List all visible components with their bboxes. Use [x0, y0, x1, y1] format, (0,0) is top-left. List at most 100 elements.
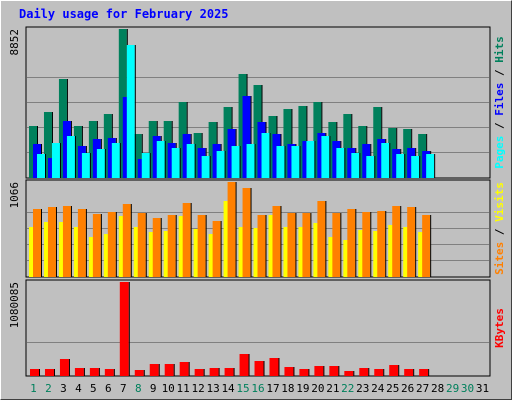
- bar-pages-day-16: [261, 133, 270, 178]
- bar-sites-day-27: [422, 215, 431, 277]
- bar-sites-day-13: [212, 221, 221, 277]
- bar-pages-day-27: [426, 154, 435, 178]
- day-label-9: 9: [150, 382, 157, 395]
- bar-pages-day-12: [201, 156, 210, 178]
- legend-separator: /: [493, 222, 506, 242]
- bar-hits-day-22: [343, 114, 352, 178]
- bar-kbytes-day-9: [149, 364, 159, 376]
- day-label-19: 19: [296, 382, 309, 395]
- bar-pages-day-6: [111, 143, 120, 178]
- day-label-21: 21: [326, 382, 339, 395]
- bar-hits-day-2: [43, 112, 52, 178]
- bar-sites-day-10: [167, 215, 176, 277]
- bar-kbytes-day-15: [239, 354, 249, 376]
- day-label-29: 29: [446, 382, 459, 395]
- bar-hits-day-18: [283, 109, 292, 178]
- legend-pages: Pages: [493, 136, 506, 169]
- bar-pages-day-14: [231, 146, 240, 178]
- panel-2-ymax-label: 1066: [8, 182, 21, 209]
- panel-1-legend: Pages / Files / Hits: [493, 36, 506, 169]
- bar-kbytes-day-22: [344, 371, 354, 376]
- bar-pages-day-5: [96, 149, 105, 178]
- panel-1-ymax-label: 8852: [8, 29, 21, 56]
- bar-pages-day-11: [186, 144, 195, 178]
- bar-sites-day-22: [347, 209, 356, 277]
- bar-pages-day-21: [336, 148, 345, 178]
- bar-pages-day-23: [366, 156, 375, 178]
- bar-pages-day-19: [306, 141, 315, 178]
- bar-kbytes-day-23: [359, 368, 369, 376]
- bar-kbytes-day-21: [329, 366, 339, 376]
- bar-pages-day-13: [216, 151, 225, 178]
- bar-kbytes-day-17: [269, 358, 279, 376]
- day-label-22: 22: [341, 382, 354, 395]
- bar-pages-day-2: [51, 143, 60, 178]
- bar-pages-day-25: [396, 154, 405, 178]
- day-label-31: 31: [476, 382, 489, 395]
- bar-sites-day-26: [407, 207, 416, 277]
- legend-visits: Visits: [493, 182, 506, 222]
- bar-sites-day-18: [287, 213, 296, 277]
- bar-pages-day-8: [141, 153, 150, 178]
- bar-pages-day-22: [351, 153, 360, 178]
- legend-files: Files: [493, 83, 506, 116]
- bar-sites-day-16: [257, 215, 266, 277]
- bar-kbytes-day-6: [104, 369, 114, 376]
- bar-sites-day-1: [33, 209, 41, 277]
- bar-pages-day-26: [411, 156, 420, 178]
- bar-sites-day-25: [392, 206, 401, 277]
- day-label-8: 8: [135, 382, 142, 395]
- bar-pages-day-9: [156, 141, 165, 178]
- bar-pages-day-15: [246, 144, 255, 178]
- bar-kbytes-day-26: [404, 369, 414, 376]
- bar-pages-day-18: [291, 146, 300, 178]
- day-label-20: 20: [311, 382, 324, 395]
- bar-sites-day-24: [377, 211, 386, 277]
- day-label-16: 16: [251, 382, 264, 395]
- bar-sites-day-20: [317, 201, 326, 277]
- bar-kbytes-day-8: [134, 370, 144, 376]
- bar-hits-day-8: [133, 134, 142, 178]
- panel-3-plot-area: [25, 279, 491, 377]
- bar-hits-day-16: [253, 85, 262, 178]
- bar-kbytes-day-18: [284, 367, 294, 376]
- bar-visits-day-16: [253, 228, 262, 277]
- bar-pages-day-1: [37, 154, 45, 178]
- bar-kbytes-day-10: [164, 364, 174, 376]
- bar-pages-day-20: [321, 136, 330, 178]
- day-label-3: 3: [60, 382, 67, 395]
- day-label-24: 24: [371, 382, 385, 395]
- legend-separator: /: [493, 116, 506, 136]
- bar-kbytes-day-12: [194, 369, 204, 376]
- bar-kbytes-day-16: [254, 361, 264, 376]
- bar-sites-day-11: [182, 203, 191, 277]
- legend-hits: Hits: [493, 36, 506, 63]
- bar-kbytes-day-24: [374, 369, 384, 376]
- bar-sites-day-7: [122, 204, 131, 277]
- bar-kbytes-day-14: [224, 368, 234, 376]
- bar-sites-day-14: [227, 182, 236, 277]
- day-label-2: 2: [45, 382, 52, 395]
- bar-kbytes-day-3: [59, 359, 69, 376]
- bar-sites-day-2: [47, 207, 56, 277]
- day-label-1: 1: [30, 382, 37, 395]
- bar-sites-day-5: [92, 214, 101, 277]
- bar-sites-day-9: [152, 218, 161, 277]
- bar-kbytes-day-7: [119, 282, 129, 376]
- bar-pages-day-4: [81, 153, 90, 178]
- bar-sites-day-21: [332, 213, 341, 277]
- day-label-13: 13: [206, 382, 219, 395]
- day-label-12: 12: [192, 382, 205, 395]
- bar-kbytes-day-1: [30, 369, 39, 376]
- bar-sites-day-4: [77, 209, 86, 277]
- bar-kbytes-day-11: [179, 362, 189, 376]
- chart-title: Daily usage for February 2025: [19, 7, 229, 21]
- bar-sites-day-8: [137, 213, 146, 277]
- day-label-14: 14: [221, 382, 235, 395]
- day-label-6: 6: [105, 382, 112, 395]
- bar-sites-day-6: [107, 212, 116, 277]
- day-label-11: 11: [177, 382, 190, 395]
- bar-kbytes-day-25: [389, 365, 399, 376]
- bar-sites-day-15: [242, 188, 251, 277]
